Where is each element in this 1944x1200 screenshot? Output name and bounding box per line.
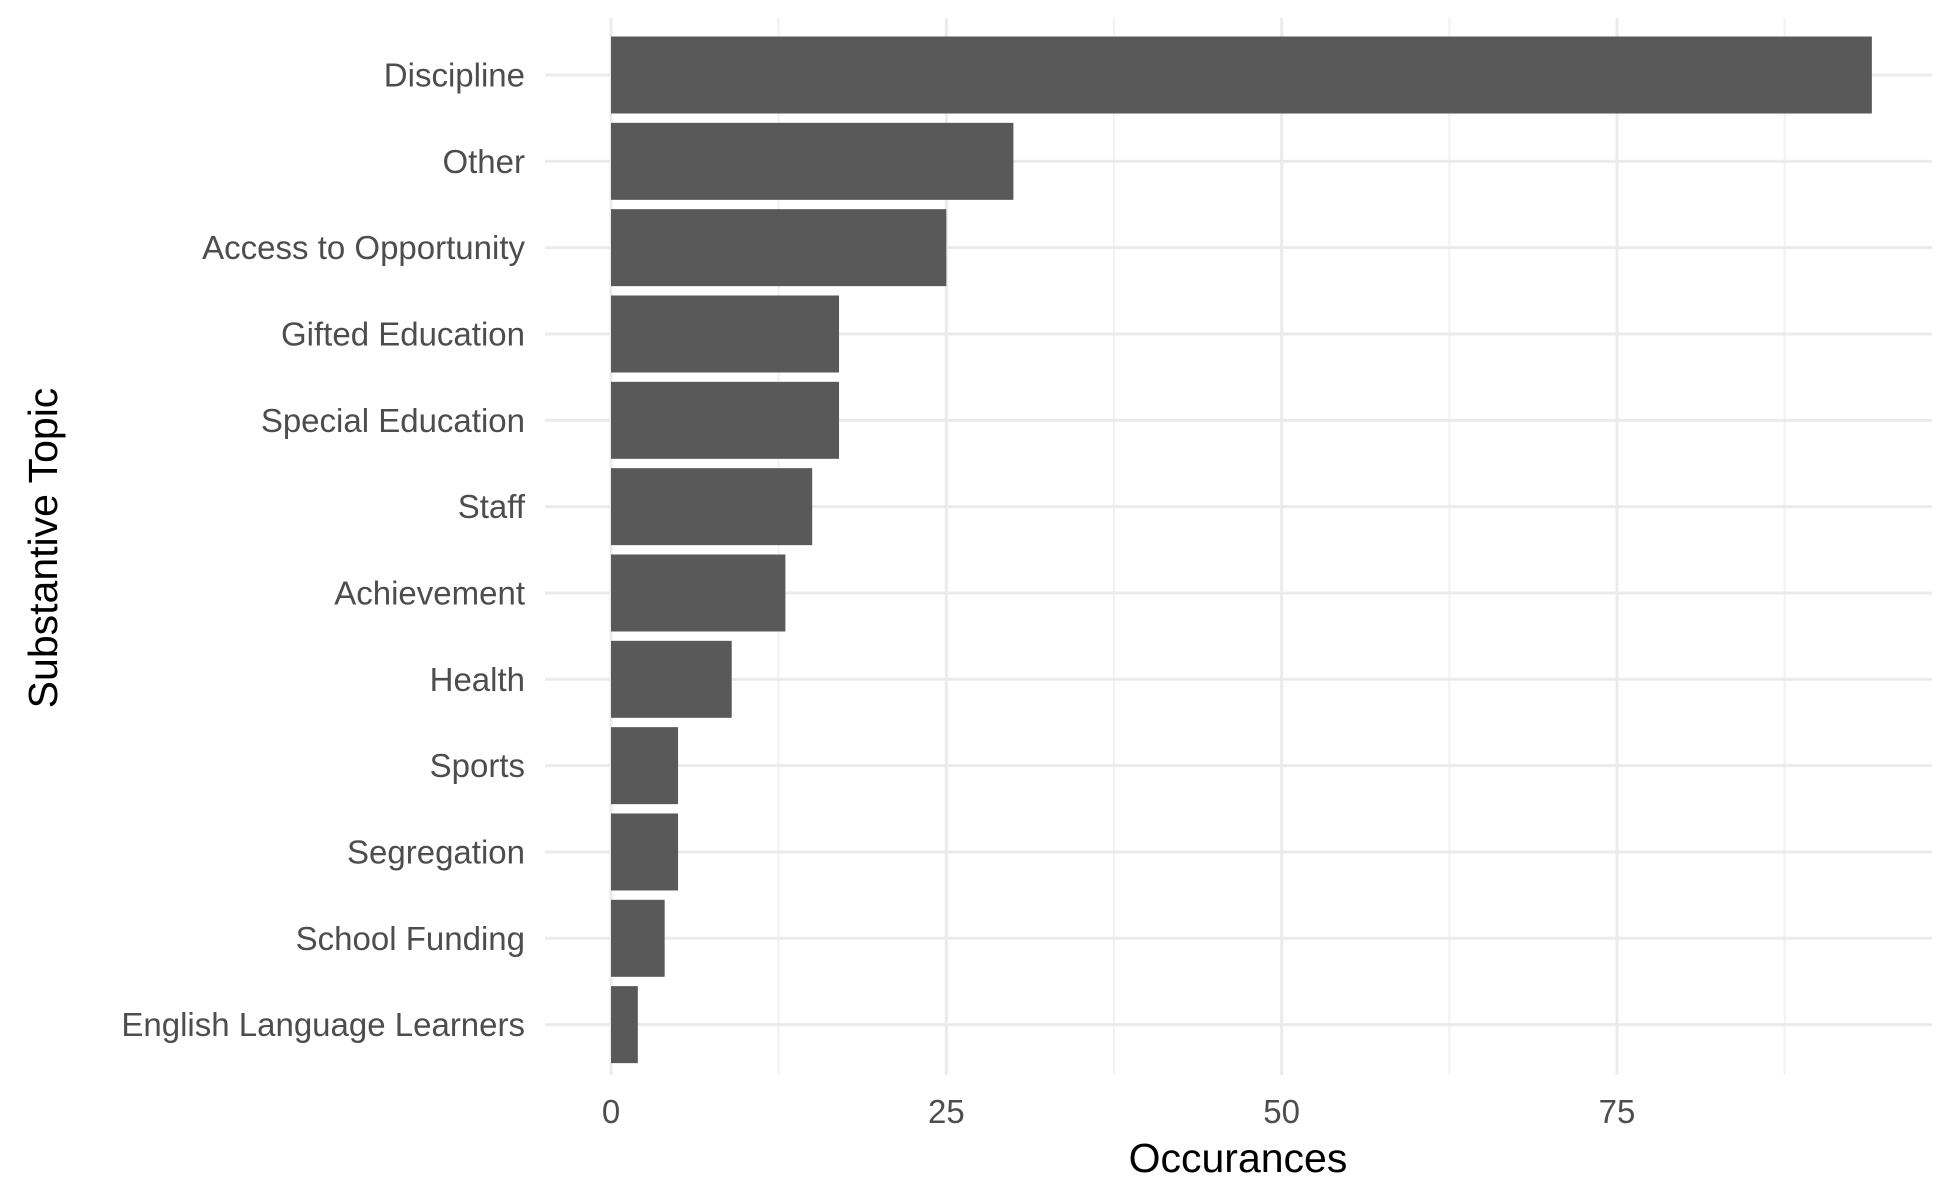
bar <box>611 640 732 718</box>
bar <box>611 986 638 1064</box>
y-tick-label: Sports <box>430 747 525 784</box>
x-tick-label: 25 <box>928 1093 965 1130</box>
bar <box>611 727 679 805</box>
x-tick-label: 0 <box>602 1093 620 1130</box>
y-tick-label: English Language Learners <box>121 1006 525 1043</box>
x-tick-label: 75 <box>1599 1093 1636 1130</box>
bar <box>611 813 679 891</box>
y-tick-label: Gifted Education <box>281 315 525 352</box>
bar <box>611 468 813 546</box>
y-tick-label: Discipline <box>384 57 525 94</box>
bars <box>611 36 1872 1064</box>
y-tick-label: Segregation <box>347 833 525 870</box>
y-tick-labels: Discipline Other Access to Opportunity Gift… <box>121 57 525 1044</box>
bar <box>611 295 840 373</box>
y-axis-title: Substantive Topic <box>20 388 66 709</box>
y-tick-label: Other <box>442 143 525 180</box>
y-tick-label: Health <box>430 661 525 698</box>
x-tick-label: 50 <box>1263 1093 1300 1130</box>
x-tick-labels: 0 25 50 75 <box>602 1093 1636 1130</box>
bar <box>611 36 1872 114</box>
y-tick-label: Achievement <box>334 574 525 611</box>
bar <box>611 381 840 459</box>
y-tick-label: School Funding <box>296 920 525 957</box>
y-tick-label: Staff <box>458 488 526 525</box>
x-axis-title: Occurances <box>1129 1135 1348 1181</box>
bar <box>611 122 1014 200</box>
y-tick-label: Special Education <box>261 402 525 439</box>
bar <box>611 554 786 632</box>
y-tick-label: Access to Opportunity <box>202 229 525 266</box>
bar <box>611 209 947 287</box>
bar <box>611 899 665 977</box>
